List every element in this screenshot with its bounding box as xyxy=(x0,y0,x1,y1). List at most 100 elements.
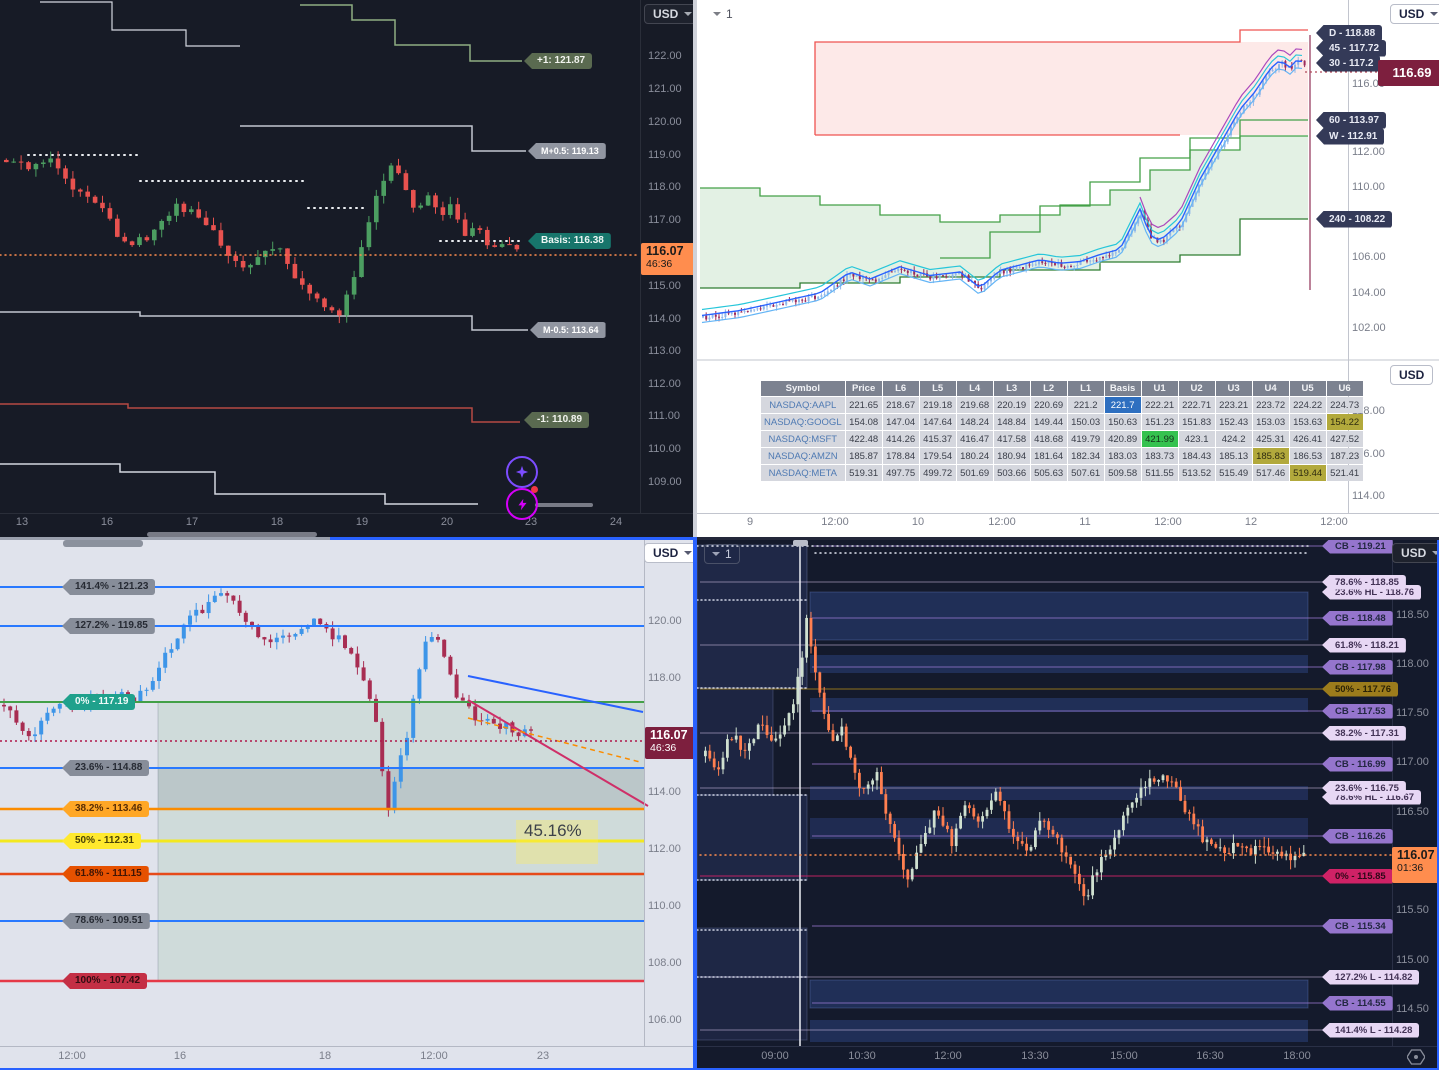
time-axis[interactable] xyxy=(0,1046,693,1068)
panel-divider-horizontal-right[interactable] xyxy=(697,537,1439,540)
value-cell: 153.63 xyxy=(1289,414,1326,430)
time-tick: 13:30 xyxy=(1021,1050,1049,1062)
value-cell: 183.73 xyxy=(1141,448,1178,464)
price-tick: 112.00 xyxy=(648,378,681,390)
value-cell: 414.26 xyxy=(882,431,919,447)
value-cell: 151.23 xyxy=(1141,414,1178,430)
time-axis[interactable] xyxy=(697,1046,1437,1068)
price-tick: 112.00 xyxy=(648,843,681,855)
price-level-label: 60 - 113.97 xyxy=(1316,111,1387,129)
sparkle-ai-icon[interactable] xyxy=(506,456,538,488)
value-cell: 148.24 xyxy=(956,414,993,430)
value-cell: 151.83 xyxy=(1178,414,1215,430)
table-row: NASDAQ:MSFT 422.48 414.26 415.37 416.47 417.5… xyxy=(761,431,1363,447)
value-cell: 505.63 xyxy=(1030,465,1067,481)
value-cell: 184.43 xyxy=(1178,448,1215,464)
value-cell: 220.19 xyxy=(993,397,1030,413)
price-level-label: 78.6% - 118.85 xyxy=(1322,574,1406,590)
chevron-down-icon xyxy=(713,12,721,16)
value-cell: 181.64 xyxy=(1030,448,1067,464)
value-cell: 519.31 xyxy=(845,465,882,481)
chevron-down-icon xyxy=(684,12,693,16)
scrollbar-handle[interactable] xyxy=(63,540,143,547)
time-tick: 23 xyxy=(524,516,538,528)
table-header: Symbol xyxy=(761,381,845,396)
panel-divider-accent xyxy=(330,537,697,540)
value-cell: 515.49 xyxy=(1215,465,1252,481)
value-cell: 153.03 xyxy=(1252,414,1289,430)
table-row: NASDAQ:AAPL 221.65 218.67 219.18 219.68 220.1… xyxy=(761,397,1363,413)
scrollbar-handle[interactable] xyxy=(535,503,593,507)
currency-toggle[interactable]: USD xyxy=(644,4,693,24)
panel-fib-retracement-chart: 120.00 118.00 114.00 112.00 110.00 108.00 106.… xyxy=(0,540,693,1068)
value-cell: 513.52 xyxy=(1178,465,1215,481)
chart-canvas[interactable] xyxy=(0,0,693,537)
table-row: NASDAQ:META 519.31 497.75 499.72 501.69 503.6… xyxy=(761,465,1363,481)
value-cell: 419.79 xyxy=(1067,431,1104,447)
bar-countdown: 01:36 xyxy=(1397,862,1424,874)
price-tick: 113.00 xyxy=(648,345,681,357)
price-level-label: 50% - 117.76 xyxy=(1322,681,1398,697)
currency-toggle[interactable]: USD xyxy=(644,543,693,563)
currency-toggle[interactable]: USD xyxy=(1390,365,1434,385)
current-price-label: 116.07 46:36 xyxy=(645,727,693,759)
value-cell: 509.58 xyxy=(1104,465,1141,481)
table-header: U4 xyxy=(1252,381,1289,396)
notification-dot xyxy=(531,486,538,493)
price-level-label: -1: 110.89 xyxy=(524,412,590,428)
price-tick: 114.00 xyxy=(648,313,681,325)
bar-countdown: 46:36 xyxy=(646,258,673,270)
currency-toggle[interactable]: USD xyxy=(1392,543,1437,563)
value-cell: 221.65 xyxy=(845,397,882,413)
value-cell: 150.03 xyxy=(1067,414,1104,430)
symbol-cell: NASDAQ:AMZN xyxy=(761,448,845,464)
chart-canvas[interactable] xyxy=(697,0,1439,537)
value-cell: 147.64 xyxy=(919,414,956,430)
levels-table: Symbol Price L6 L5 L4 L3 L2 L1 Basis U1 U2 U3 U4 U5 U6… xyxy=(760,380,1364,482)
price-tick: 110.00 xyxy=(648,900,681,912)
currency-toggle[interactable]: USD xyxy=(1390,4,1439,24)
time-tick: 13 xyxy=(15,516,29,528)
price-level-label: 100% - 107.42 xyxy=(62,973,148,989)
value-cell: 511.55 xyxy=(1141,465,1178,481)
last-price: 116.07 xyxy=(650,728,688,742)
value-cell: 420.89 xyxy=(1104,431,1141,447)
value-cell: 421.99 xyxy=(1141,431,1178,447)
time-tick: 12:00 xyxy=(1154,516,1182,528)
value-cell: 219.18 xyxy=(919,397,956,413)
value-cell: 222.71 xyxy=(1178,397,1215,413)
time-tick: 18 xyxy=(270,516,284,528)
lightning-alert-icon[interactable] xyxy=(506,488,538,520)
value-cell: 415.37 xyxy=(919,431,956,447)
table-row: NASDAQ:AMZN 185.87 178.84 179.54 180.24 180.9… xyxy=(761,448,1363,464)
interval-control[interactable]: 1 xyxy=(704,544,740,564)
price-level-label: CB - 116.26 xyxy=(1322,828,1393,844)
symbol-cell: NASDAQ:META xyxy=(761,465,845,481)
settings-hexagon-icon[interactable] xyxy=(1406,1048,1426,1066)
price-level-label: 38.2% - 113.46 xyxy=(62,801,150,817)
currency-label: USD xyxy=(653,546,679,560)
panel-divider-vertical-accent[interactable] xyxy=(693,537,697,1070)
price-level-label: CB - 116.99 xyxy=(1322,756,1393,772)
value-cell: 148.84 xyxy=(993,414,1030,430)
value-cell: 517.46 xyxy=(1252,465,1289,481)
interval-control[interactable]: 1 xyxy=(706,5,740,23)
price-level-label: 38.2% - 117.31 xyxy=(1322,725,1406,741)
chart-canvas[interactable] xyxy=(697,540,1437,1068)
price-tick: 122.00 xyxy=(648,50,682,62)
currency-label: USD xyxy=(1399,7,1425,21)
value-cell: 185.13 xyxy=(1215,448,1252,464)
value-cell: 178.84 xyxy=(882,448,919,464)
scrollbar-handle[interactable] xyxy=(147,532,317,537)
value-cell: 503.66 xyxy=(993,465,1030,481)
value-cell: 519.44 xyxy=(1289,465,1326,481)
value-cell: 418.68 xyxy=(1030,431,1067,447)
price-level-label: 23.6% - 116.75 xyxy=(1322,780,1406,796)
panel-divider-vertical[interactable] xyxy=(693,0,697,537)
chart-canvas[interactable] xyxy=(0,540,693,1068)
price-level-label: CB - 118.48 xyxy=(1322,610,1393,626)
value-cell: 180.24 xyxy=(956,448,993,464)
value-cell: 220.69 xyxy=(1030,397,1067,413)
retracement-percent-label: 45.16% xyxy=(524,821,582,840)
time-axis-border xyxy=(697,1046,1437,1047)
